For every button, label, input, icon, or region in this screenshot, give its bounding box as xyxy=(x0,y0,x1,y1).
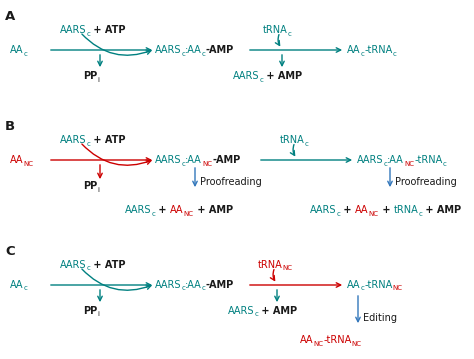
Text: AA: AA xyxy=(347,45,361,55)
Text: AARS: AARS xyxy=(155,280,182,290)
Text: NC: NC xyxy=(392,285,402,292)
Text: c: c xyxy=(182,51,185,56)
Text: PP: PP xyxy=(83,306,97,316)
Text: NC: NC xyxy=(313,340,323,346)
Text: AA: AA xyxy=(10,45,24,55)
Text: c: c xyxy=(24,285,27,292)
Text: c: c xyxy=(24,51,27,56)
Text: -tRNA: -tRNA xyxy=(414,155,442,165)
Text: AA: AA xyxy=(170,205,184,215)
Text: AA: AA xyxy=(10,155,24,165)
Text: i: i xyxy=(97,312,99,317)
Text: NC: NC xyxy=(24,160,34,167)
Text: AARS: AARS xyxy=(60,135,86,145)
Text: c: c xyxy=(419,210,422,216)
Text: Proofreading: Proofreading xyxy=(395,177,457,187)
Text: + ATP: + ATP xyxy=(91,260,126,270)
Text: tRNA: tRNA xyxy=(258,260,283,270)
Text: -tRNA: -tRNA xyxy=(365,45,392,55)
Text: c: c xyxy=(337,210,340,216)
Text: -AMP: -AMP xyxy=(206,280,234,290)
Text: c: c xyxy=(442,160,446,167)
Text: -AMP: -AMP xyxy=(212,155,240,165)
Text: c: c xyxy=(392,51,396,56)
Text: + AMP: + AMP xyxy=(422,205,461,215)
Text: i: i xyxy=(97,76,99,83)
Text: AARS: AARS xyxy=(155,45,182,55)
Text: c: c xyxy=(202,51,206,56)
Text: NC: NC xyxy=(352,340,362,346)
Text: NC: NC xyxy=(369,210,379,216)
Text: c: c xyxy=(202,285,206,292)
FancyArrowPatch shape xyxy=(82,144,151,165)
Text: c: c xyxy=(361,51,365,56)
Text: c: c xyxy=(255,312,258,317)
Text: AARS: AARS xyxy=(233,71,259,81)
Text: :AA: :AA xyxy=(185,45,202,55)
Text: tRNA: tRNA xyxy=(280,135,305,145)
Text: c: c xyxy=(152,210,155,216)
Text: AARS: AARS xyxy=(60,25,86,35)
Text: AA: AA xyxy=(355,205,369,215)
Text: + AMP: + AMP xyxy=(258,306,298,316)
Text: +: + xyxy=(340,205,355,215)
FancyArrowPatch shape xyxy=(291,145,294,155)
Text: NC: NC xyxy=(184,210,194,216)
Text: + ATP: + ATP xyxy=(91,135,126,145)
Text: Editing: Editing xyxy=(363,313,397,323)
Text: AA: AA xyxy=(10,280,24,290)
Text: -AMP: -AMP xyxy=(206,45,234,55)
Text: A: A xyxy=(5,10,15,23)
Text: AA: AA xyxy=(347,280,361,290)
Text: PP: PP xyxy=(83,71,97,81)
Text: :AA: :AA xyxy=(387,155,404,165)
Text: c: c xyxy=(288,31,292,37)
Text: -tRNA: -tRNA xyxy=(323,335,352,345)
Text: PP: PP xyxy=(83,181,97,191)
Text: AARS: AARS xyxy=(60,260,86,270)
Text: i: i xyxy=(97,186,99,192)
Text: c: c xyxy=(383,160,387,167)
Text: AARS: AARS xyxy=(228,306,255,316)
Text: c: c xyxy=(182,160,185,167)
Text: AARS: AARS xyxy=(125,205,152,215)
FancyArrowPatch shape xyxy=(275,34,280,45)
Text: NC: NC xyxy=(202,160,212,167)
Text: +: + xyxy=(155,205,170,215)
Text: AARS: AARS xyxy=(357,155,383,165)
Text: :AA: :AA xyxy=(185,155,202,165)
FancyArrowPatch shape xyxy=(270,270,274,280)
Text: c: c xyxy=(259,76,264,83)
Text: + AMP: + AMP xyxy=(264,71,302,81)
Text: :AA: :AA xyxy=(185,280,202,290)
Text: tRNA: tRNA xyxy=(263,25,288,35)
Text: c: c xyxy=(86,31,91,37)
Text: NC: NC xyxy=(404,160,414,167)
Text: C: C xyxy=(5,245,15,258)
Text: +: + xyxy=(379,205,393,215)
Text: c: c xyxy=(86,140,91,146)
Text: c: c xyxy=(182,285,185,292)
FancyArrowPatch shape xyxy=(82,34,151,55)
Text: tRNA: tRNA xyxy=(393,205,419,215)
Text: AA: AA xyxy=(300,335,313,345)
Text: Proofreading: Proofreading xyxy=(200,177,262,187)
FancyArrowPatch shape xyxy=(82,269,151,290)
Text: + AMP: + AMP xyxy=(194,205,233,215)
Text: c: c xyxy=(361,285,365,292)
Text: + ATP: + ATP xyxy=(91,25,126,35)
Text: AARS: AARS xyxy=(310,205,337,215)
Text: -tRNA: -tRNA xyxy=(365,280,392,290)
Text: B: B xyxy=(5,120,15,133)
Text: AARS: AARS xyxy=(155,155,182,165)
Text: c: c xyxy=(305,140,309,146)
Text: NC: NC xyxy=(283,266,293,271)
Text: c: c xyxy=(86,266,91,271)
